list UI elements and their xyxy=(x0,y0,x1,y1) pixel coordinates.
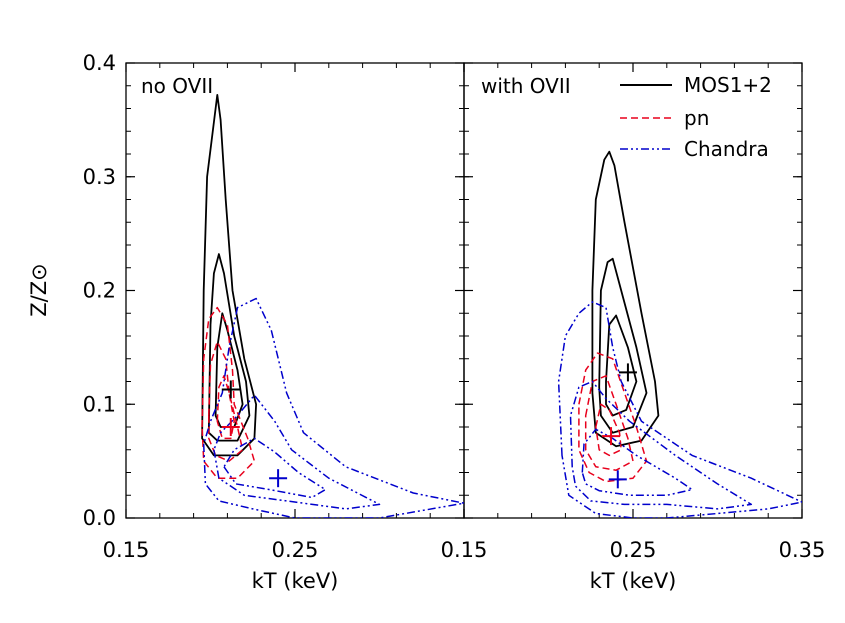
contour-pn xyxy=(595,403,622,457)
axis-ticks xyxy=(125,62,803,519)
contour-chandra xyxy=(569,380,753,510)
x-tick-label: 0.25 xyxy=(610,538,657,562)
y-tick-label: 0.4 xyxy=(83,51,116,75)
x-tick-label: 0.35 xyxy=(779,538,826,562)
best-fit-markers xyxy=(221,363,637,489)
panel-frame-right xyxy=(463,62,803,519)
contour-mos12 xyxy=(207,253,251,442)
y-tick-label: 0.2 xyxy=(83,279,116,303)
legend-label-chandra: Chandra xyxy=(684,137,769,161)
y-tick-label: 0.1 xyxy=(83,392,116,416)
legend: MOS1+2 pn Chandra xyxy=(620,73,772,161)
x-axis-label-right: kT (keV) xyxy=(590,569,677,593)
best-fit-marker-pn xyxy=(221,418,240,436)
contour-chandra xyxy=(557,301,802,518)
contour-pn xyxy=(208,340,244,462)
x-tick-label: 0.15 xyxy=(441,538,488,562)
y-tick-label: 0.0 xyxy=(83,506,116,530)
x-tick-labels: 0.15 0.25 0.15 0.25 0.35 xyxy=(103,538,826,562)
contour-pn xyxy=(584,375,634,471)
y-tick-label: 0.3 xyxy=(83,165,116,189)
x-tick-label: 0.15 xyxy=(103,538,150,562)
legend-label-pn: pn xyxy=(684,106,709,130)
best-fit-marker-pn xyxy=(602,427,621,446)
panel-frame-left xyxy=(125,62,465,519)
contour-pn xyxy=(201,306,256,479)
best-fit-marker-mos12 xyxy=(221,380,240,399)
contour-mos12 xyxy=(591,150,660,448)
panel-label-right: with OVII xyxy=(481,74,571,98)
best-fit-marker-mos12 xyxy=(618,363,637,382)
contour-chandra xyxy=(223,437,327,499)
best-fit-marker-chandra xyxy=(269,469,288,488)
best-fit-marker-chandra xyxy=(608,470,627,489)
panel-label-left: no OVII xyxy=(141,74,213,98)
legend-label-mos: MOS1+2 xyxy=(684,73,772,97)
contour-chandra xyxy=(581,428,693,497)
contour-chandra xyxy=(213,394,381,510)
contour-mos12 xyxy=(598,257,648,434)
x-axis-label-left: kT (keV) xyxy=(252,569,339,593)
contour-pn xyxy=(216,375,235,440)
contour-mos12 xyxy=(605,314,638,417)
contours xyxy=(201,94,802,518)
panel-0-contours xyxy=(201,94,464,518)
y-axis-label: Z/Z⊙ xyxy=(27,263,51,316)
panel-1-contours xyxy=(557,150,802,518)
contour-chandra xyxy=(202,297,464,518)
x-tick-label: 0.25 xyxy=(272,538,319,562)
y-tick-labels: 0.0 0.1 0.2 0.3 0.4 xyxy=(83,51,116,530)
